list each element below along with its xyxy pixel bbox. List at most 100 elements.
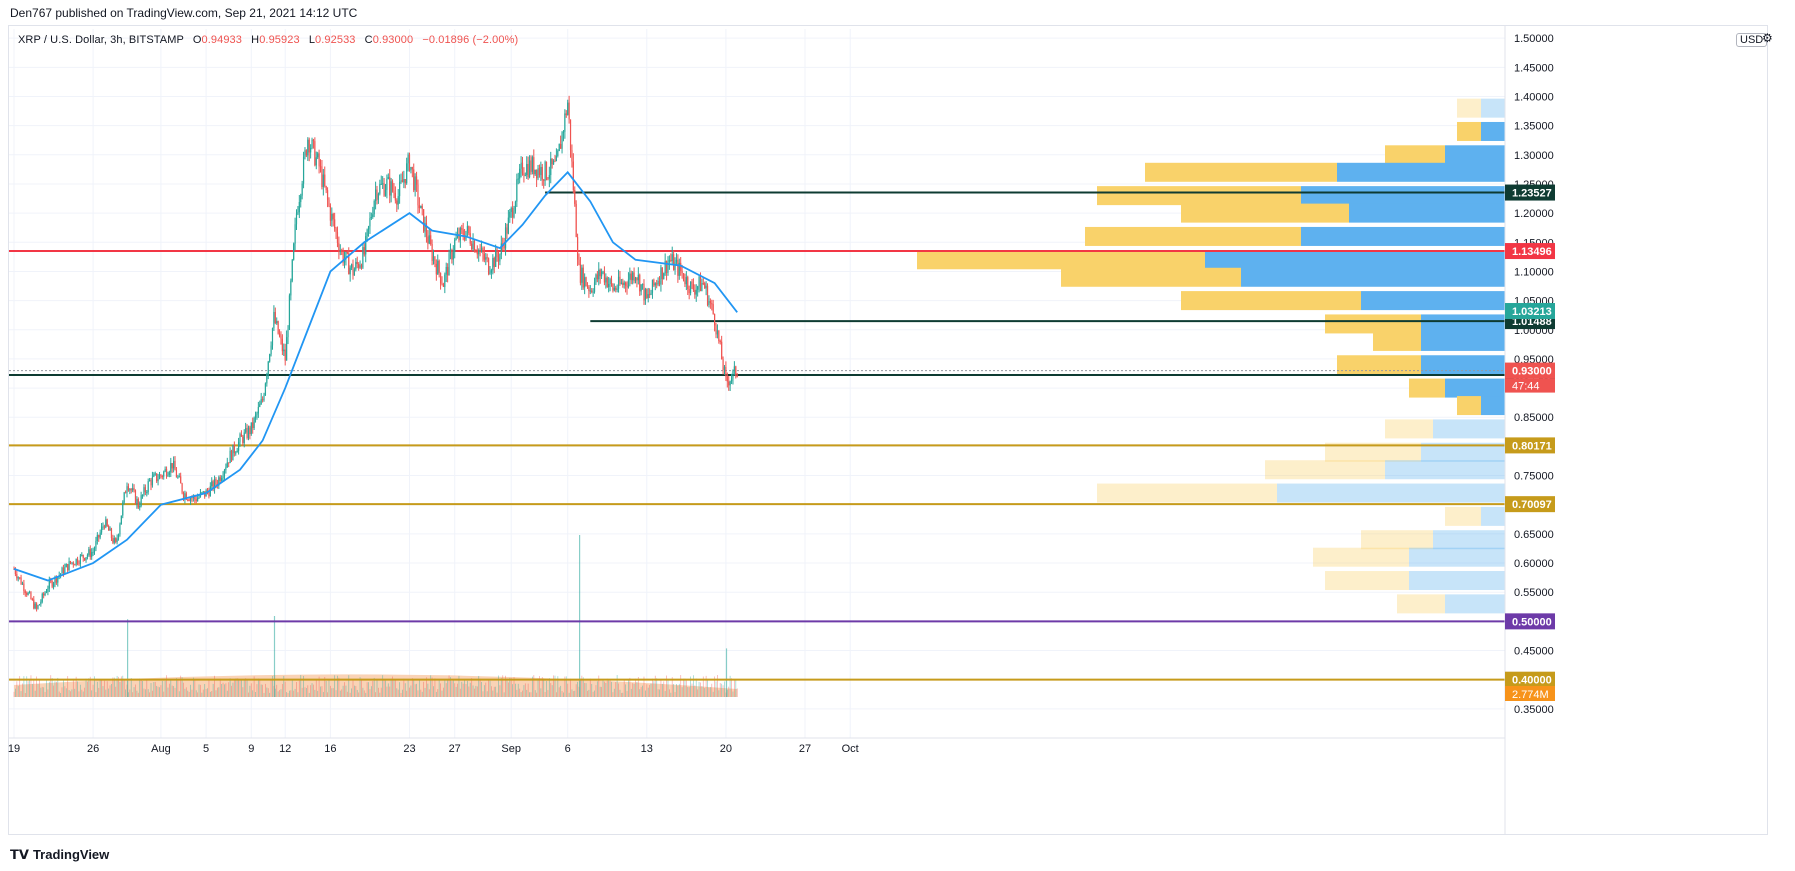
volume-bar [694,685,696,697]
volume-bar [27,681,29,697]
price-tick-label: 0.45000 [1514,646,1554,658]
candle-body [684,280,686,285]
volume-bar [78,691,80,697]
volume-bar [642,685,643,697]
time-tick-label: 26 [87,743,99,755]
volume-bar [394,679,396,697]
candle-body [480,248,483,251]
candle-body [76,558,79,564]
candle-body [391,181,394,191]
candle-body [342,251,344,263]
candle-body [65,563,67,568]
candle-body [519,168,521,179]
candle-body [48,580,50,589]
candle-body [331,213,333,221]
volume-bar [688,687,690,697]
candle-body [432,256,435,261]
scale-settings-icon[interactable]: ⚙ [1762,31,1773,45]
candle-body [387,177,389,179]
volume-bar [147,689,149,697]
volume-bar [613,688,615,697]
candle-body [714,314,716,326]
candle-body [143,487,145,495]
candle-body [678,262,680,276]
volume-profile-up [1277,483,1505,503]
volume-bar [324,677,326,697]
volume-bar [60,692,62,697]
tradingview-logo[interactable]: 𝗧𝗩 TradingView [10,847,109,863]
volume-profile-down [1385,145,1445,165]
candle-body [538,168,541,176]
price-tick-label: 1.35000 [1514,121,1554,133]
volume-bar [633,683,635,697]
volume-bar [539,676,540,697]
candle-body [96,534,98,541]
candle-body [189,497,192,501]
volume-bar [369,689,371,697]
volume-spike-bar [273,616,276,697]
volume-bar [277,691,279,697]
volume-profile-down [1409,378,1445,398]
candle-body [98,534,100,538]
candle-body [589,290,591,292]
volume-bar [207,688,208,697]
volume-bar [510,677,512,697]
volume-bar [507,682,509,697]
candle-body [520,162,522,169]
candle-body [252,422,254,428]
candle-body [45,591,48,593]
candle-body [219,477,221,481]
volume-bar [577,681,578,697]
candle-body [442,284,444,287]
volume-bar [211,690,213,697]
volume-bar [201,692,203,697]
volume-bar [48,681,50,697]
volume-bar [249,685,251,697]
volume-bar [451,681,453,697]
price-tick-label: 0.65000 [1514,529,1554,541]
volume-bar [625,684,627,697]
volume-bar [96,681,98,697]
volume-profile-down [1325,314,1421,334]
currency-unit-button[interactable]: USD [1736,33,1768,47]
volume-bar [407,679,409,697]
candle-body [404,179,406,184]
candle-body [88,549,90,555]
volume-bar [209,691,211,697]
volume-bar [173,686,175,697]
candle-body [47,588,49,592]
volume-bar [615,682,617,697]
time-tick-label: Oct [842,743,859,755]
candle-body [383,183,385,196]
candle-body [478,250,480,255]
volume-bar [212,683,214,697]
volume-bar [681,687,683,697]
volume-bar [321,686,323,697]
time-tick-label: 23 [403,743,415,755]
candle-body [605,277,607,283]
candle-body [658,280,661,285]
candle-body [158,474,161,480]
volume-bar [540,688,542,697]
candle-body [225,467,227,471]
volume-bar [75,676,77,697]
candle-body [516,179,518,202]
price-axis-label: 1.13496 [1512,246,1552,258]
candle-body [276,321,278,324]
volume-bar [443,687,444,697]
volume-bar [390,678,392,697]
volume-bar [64,686,66,697]
volume-spike-bar [725,648,728,697]
volume-bar [596,681,598,697]
price-axis-label: 1.03213 [1512,306,1552,318]
candle-body [286,337,288,361]
candle-body [315,157,317,166]
price-axis-label: 0.50000 [1512,616,1552,628]
candle-body [448,253,450,276]
volume-bar [262,684,263,697]
candle-body [341,250,343,252]
candle-body [627,279,630,288]
candle-body [423,209,425,232]
candle-body [246,428,248,438]
